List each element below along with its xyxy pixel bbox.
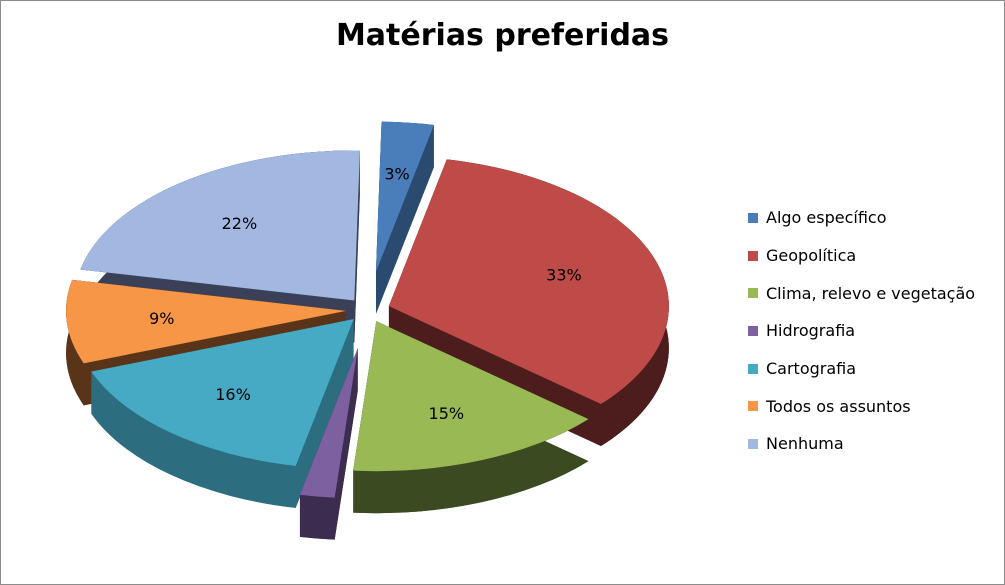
legend-swatch: [748, 212, 758, 223]
data-label: 3%: [384, 164, 409, 183]
data-label: 33%: [546, 265, 582, 284]
chart-title: Matérias preferidas: [335, 18, 670, 53]
legend-label: Nenhuma: [766, 434, 844, 454]
legend-label: Todos os assuntos: [766, 396, 911, 416]
pie-slice: [91, 319, 354, 466]
data-label: 15%: [429, 404, 465, 423]
data-label: 2%: [290, 581, 315, 585]
legend-label: Algo específico: [766, 208, 887, 228]
legend-swatch: [748, 401, 758, 412]
legend-item: Algo específico: [748, 199, 975, 237]
data-label: 16%: [215, 385, 251, 404]
pie-slice-wall: [375, 121, 434, 314]
legend-swatch: [748, 288, 758, 299]
pie-slice: [66, 279, 347, 364]
legend-label: Clima, relevo e vegetação: [766, 283, 976, 303]
legend: Algo específico Geopolítica Clima, relevo …: [748, 199, 975, 463]
legend-swatch: [748, 250, 758, 261]
legend-swatch: [748, 325, 758, 336]
legend-item: Nenhuma: [748, 425, 975, 463]
pie-slice: [80, 150, 360, 301]
data-label: 9%: [149, 309, 174, 328]
legend-item: Clima, relevo e vegetação: [748, 274, 975, 312]
legend-swatch: [748, 363, 758, 374]
pie-slice: [388, 159, 669, 405]
legend-label: Hidrografia: [766, 321, 856, 341]
legend-item: Geopolítica: [748, 237, 975, 275]
data-label: 22%: [222, 214, 258, 233]
legend-item: Hidrografia: [748, 312, 975, 350]
pie-slice: [353, 321, 589, 472]
legend-item: Cartografia: [748, 350, 975, 388]
legend-label: Geopolítica: [766, 246, 857, 266]
pie-slice: [375, 121, 434, 272]
legend-swatch: [748, 438, 758, 449]
legend-label: Cartografia: [766, 359, 857, 379]
pie-slice: [299, 348, 358, 498]
legend-item: Todos os assuntos: [748, 387, 975, 425]
